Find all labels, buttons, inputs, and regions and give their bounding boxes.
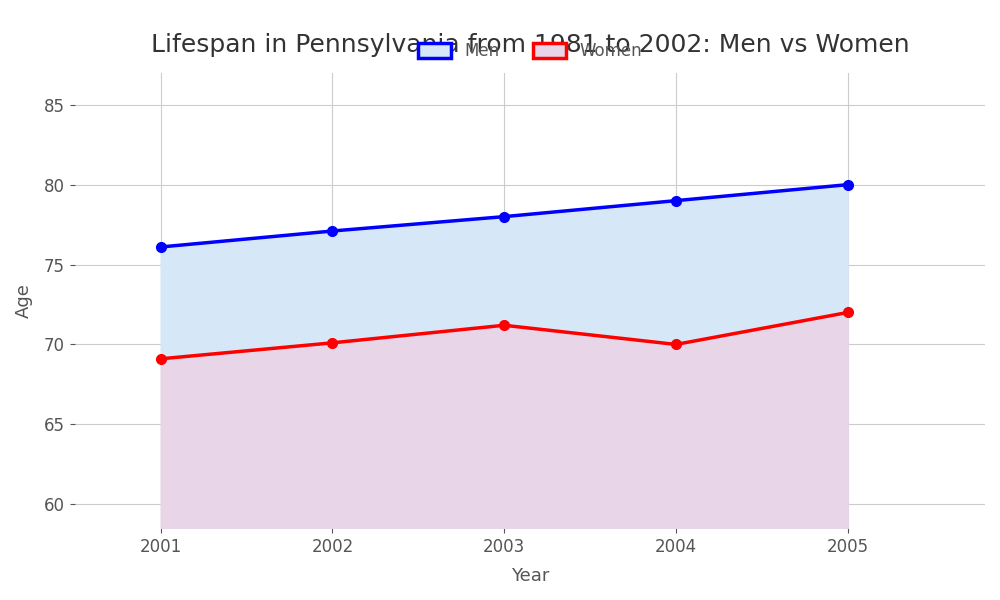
Y-axis label: Age: Age <box>15 283 33 318</box>
Legend: Men, Women: Men, Women <box>411 35 649 67</box>
Title: Lifespan in Pennsylvania from 1981 to 2002: Men vs Women: Lifespan in Pennsylvania from 1981 to 20… <box>151 33 909 57</box>
X-axis label: Year: Year <box>511 567 549 585</box>
